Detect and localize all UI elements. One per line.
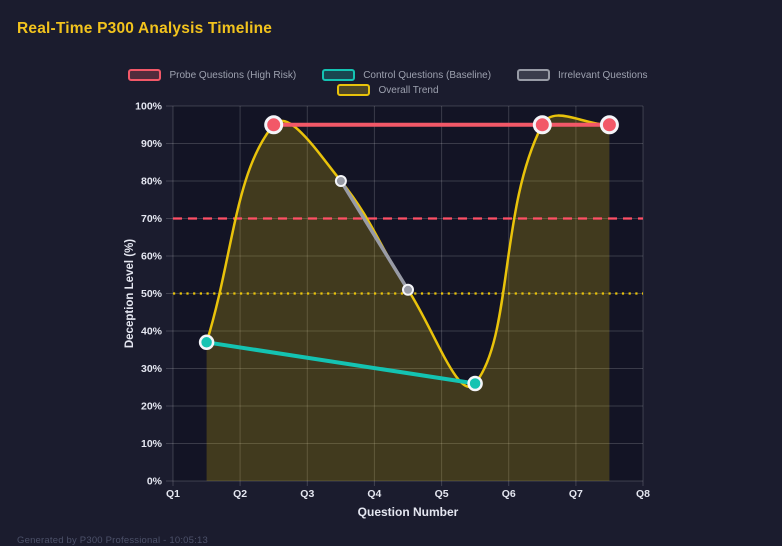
x-tick-label: Q6 [502, 488, 516, 500]
x-tick-label: Q7 [569, 488, 583, 500]
legend-label: Probe Questions (High Risk) [169, 69, 297, 81]
x-tick-label: Q1 [166, 488, 180, 500]
series-line [339, 179, 410, 292]
legend-swatch-icon [337, 84, 371, 96]
y-tick-label: 0% [147, 476, 163, 488]
data-point[interactable] [198, 334, 215, 351]
x-axis-title: Question Number [358, 505, 459, 519]
legend-item-4[interactable]: Overall Trend [337, 84, 439, 96]
chart-legend: Probe Questions (High Risk) Control Quest… [110, 69, 666, 96]
y-tick-label: 40% [141, 326, 163, 338]
x-tick-label: Q8 [636, 488, 650, 500]
legend-row-1: Probe Questions (High Risk) Control Quest… [128, 69, 648, 81]
legend-swatch-icon [322, 69, 356, 81]
legend-item-3[interactable]: Irrelevant Questions [517, 69, 648, 81]
data-point[interactable] [402, 283, 414, 296]
y-tick-label: 50% [141, 288, 163, 300]
legend-item-2[interactable]: Control Questions (Baseline) [322, 69, 491, 81]
y-tick-label: 90% [141, 138, 163, 150]
data-point[interactable] [334, 175, 347, 187]
page-title: Real-Time P300 Analysis Timeline [17, 20, 273, 37]
legend-item-1[interactable]: Probe Questions (High Risk) [128, 69, 296, 81]
x-tick-label: Q5 [435, 488, 449, 500]
y-tick-label: 10% [141, 438, 163, 450]
y-axis-title: Deception Level (%) [124, 239, 136, 348]
y-tick-label: 60% [141, 251, 163, 263]
footer-text: Generated by P300 Professional - 10:05:1… [17, 535, 208, 546]
legend-swatch-icon [128, 69, 162, 81]
legend-label: Control Questions (Baseline) [363, 69, 492, 81]
series-line [204, 340, 478, 386]
y-tick-label: 100% [135, 101, 163, 113]
legend-label: Irrelevant Questions [558, 69, 648, 81]
y-tick-label: 20% [141, 401, 163, 413]
data-point[interactable] [264, 115, 284, 135]
legend-row-2: Overall Trend [337, 84, 439, 96]
x-tick-label: Q2 [233, 488, 247, 500]
data-point[interactable] [532, 115, 552, 135]
y-tick-label: 30% [141, 363, 163, 375]
y-tick-label: 80% [141, 176, 163, 188]
x-tick-label: Q3 [300, 488, 314, 500]
trend-area-fill [206, 115, 610, 482]
data-point[interactable] [599, 115, 619, 135]
legend-swatch-icon [517, 69, 551, 81]
y-tick-label: 70% [141, 213, 163, 225]
x-tick-label: Q4 [367, 488, 381, 500]
data-point[interactable] [467, 375, 483, 392]
legend-label: Overall Trend [378, 84, 439, 96]
